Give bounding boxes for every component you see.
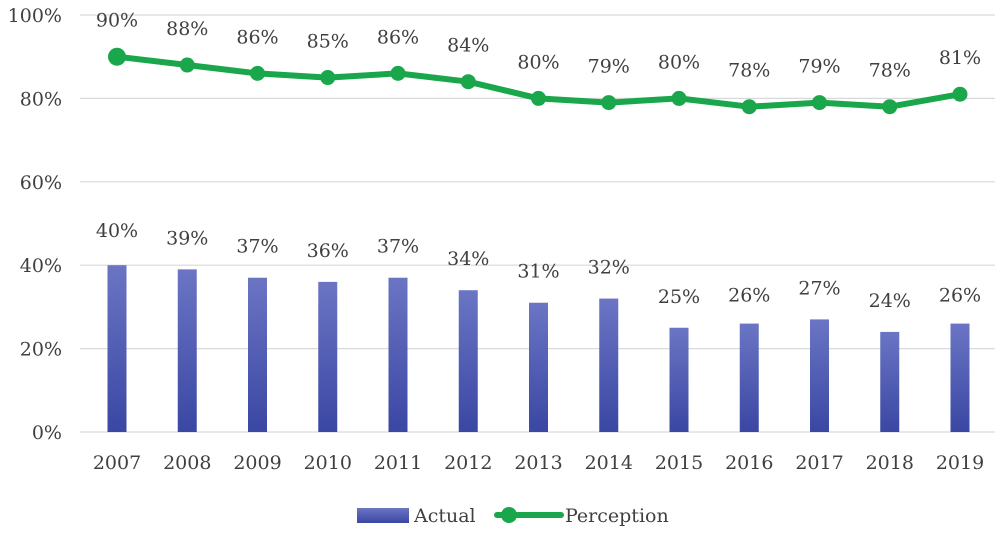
data-label-perception: 79% xyxy=(588,56,630,78)
x-tick-label: 2018 xyxy=(866,452,914,474)
data-label-actual: 37% xyxy=(236,236,278,258)
point-perception xyxy=(320,70,336,86)
data-label-actual: 37% xyxy=(377,236,419,258)
x-tick-label: 2008 xyxy=(163,452,211,474)
data-label-perception: 85% xyxy=(307,31,349,53)
bar-actual xyxy=(880,331,900,432)
data-label-perception: 80% xyxy=(517,51,559,73)
x-tick-label: 2017 xyxy=(795,452,843,474)
point-perception xyxy=(179,57,195,73)
y-tick-label: 20% xyxy=(20,339,62,361)
bar-actual xyxy=(669,327,689,432)
point-perception xyxy=(952,86,968,102)
data-label-actual: 25% xyxy=(658,286,700,308)
point-perception xyxy=(601,95,617,111)
y-tick-label: 40% xyxy=(20,255,62,277)
x-tick-label: 2016 xyxy=(725,452,773,474)
bar-actual xyxy=(599,298,619,432)
data-label-actual: 24% xyxy=(869,290,911,312)
bar-actual xyxy=(177,269,197,432)
x-tick-label: 2019 xyxy=(936,452,984,474)
legend-swatch-actual xyxy=(357,508,409,523)
data-label-actual: 26% xyxy=(728,285,770,307)
data-label-perception: 86% xyxy=(236,26,278,48)
data-label-perception: 79% xyxy=(798,56,840,78)
x-axis: 2007 2008 2009 2010 2011 2012 2013 2014 2015 2016… xyxy=(93,452,984,474)
data-label-actual: 26% xyxy=(939,285,981,307)
data-label-perception: 78% xyxy=(728,60,770,82)
x-tick-label: 2014 xyxy=(585,452,633,474)
bar-actual xyxy=(107,265,127,432)
data-label-actual: 36% xyxy=(307,240,349,262)
data-label-actual: 32% xyxy=(588,257,630,279)
bar-actual xyxy=(458,290,478,432)
bar-actual xyxy=(810,319,829,432)
legend-marker-perception xyxy=(501,507,517,523)
data-label-perception: 84% xyxy=(447,35,489,57)
data-labels: 40% 39% 37% 36% 37% 34% 31% 32% 25% 26% 27% 24% 26% 9… xyxy=(96,10,981,312)
bar-actual xyxy=(318,281,338,432)
bar-actual xyxy=(529,302,548,432)
data-label-perception: 90% xyxy=(96,10,138,32)
point-perception xyxy=(882,99,898,115)
x-tick-label: 2010 xyxy=(304,452,352,474)
bar-series-actual xyxy=(107,265,970,432)
data-label-actual: 27% xyxy=(798,277,840,299)
point-perception xyxy=(390,65,406,81)
point-perception xyxy=(108,47,126,66)
line-series-perception xyxy=(108,47,968,115)
data-label-perception: 78% xyxy=(869,60,911,82)
x-tick-label: 2007 xyxy=(93,452,141,474)
point-perception xyxy=(812,95,827,111)
x-tick-label: 2013 xyxy=(514,452,562,474)
data-label-actual: 39% xyxy=(166,227,208,249)
point-perception xyxy=(671,90,687,106)
point-perception xyxy=(250,65,265,81)
legend-label-actual: Actual xyxy=(413,505,476,527)
data-label-perception: 81% xyxy=(939,47,981,69)
x-tick-label: 2012 xyxy=(444,452,492,474)
legend-label-perception: Perception xyxy=(565,505,669,527)
data-label-perception: 86% xyxy=(377,26,419,48)
y-tick-label: 0% xyxy=(32,422,62,444)
bar-actual xyxy=(388,277,408,432)
x-tick-label: 2015 xyxy=(655,452,703,474)
data-label-perception: 88% xyxy=(166,18,208,40)
point-perception xyxy=(741,99,757,115)
data-label-actual: 31% xyxy=(517,261,559,283)
bar-actual xyxy=(739,323,759,432)
y-tick-label: 60% xyxy=(20,172,62,194)
y-axis: 0% 20% 40% 60% 80% 100% xyxy=(8,5,62,444)
data-label-actual: 34% xyxy=(447,248,489,270)
y-tick-label: 100% xyxy=(8,5,62,27)
legend: Actual Perception xyxy=(357,505,669,527)
point-perception xyxy=(531,90,546,106)
bar-actual xyxy=(248,277,267,432)
y-tick-label: 80% xyxy=(20,88,62,110)
data-label-actual: 40% xyxy=(96,220,138,242)
x-tick-label: 2009 xyxy=(233,452,281,474)
bar-actual xyxy=(950,323,970,432)
point-perception xyxy=(460,74,476,90)
x-tick-label: 2011 xyxy=(374,452,422,474)
data-label-perception: 80% xyxy=(658,51,700,73)
